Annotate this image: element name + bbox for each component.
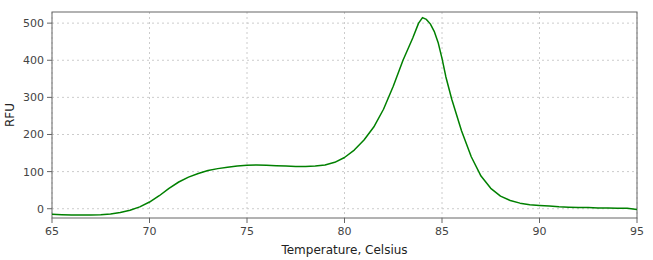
y-grid-line xyxy=(52,97,637,98)
x-tick-label: 70 xyxy=(143,225,157,238)
x-tick xyxy=(149,218,150,223)
x-tick xyxy=(52,218,53,223)
y-tick-label: 100 xyxy=(23,166,44,179)
x-tick xyxy=(442,218,443,223)
y-grid-line xyxy=(52,23,637,24)
y-tick-label: 500 xyxy=(23,17,44,30)
y-grid-line xyxy=(52,134,637,135)
y-tick xyxy=(47,208,52,209)
plot-frame xyxy=(52,12,637,218)
x-tick xyxy=(344,218,345,223)
y-tick-label: 0 xyxy=(37,203,44,216)
x-tick-label: 75 xyxy=(240,225,254,238)
y-tick xyxy=(47,60,52,61)
data-group xyxy=(52,18,637,215)
x-tick-label: 80 xyxy=(338,225,352,238)
y-grid-line xyxy=(52,208,637,209)
y-axis-label: RFU xyxy=(3,103,17,127)
x-grid-line xyxy=(442,12,443,218)
line-series xyxy=(52,18,637,215)
y-grid-line xyxy=(52,171,637,172)
y-tick-label: 400 xyxy=(23,54,44,67)
x-tick-label: 65 xyxy=(45,225,59,238)
x-grid-line xyxy=(539,12,540,218)
y-tick xyxy=(47,23,52,24)
plot-background xyxy=(52,12,637,218)
chart-svg: 65 70 75 80 85 90 95 0 100 200 300 400 500 Temperatur… xyxy=(0,0,653,260)
x-axis-label: Temperature, Celsius xyxy=(280,243,407,257)
y-tick xyxy=(47,97,52,98)
x-tick xyxy=(539,218,540,223)
y-tick xyxy=(47,134,52,135)
x-tick xyxy=(247,218,248,223)
x-tick xyxy=(637,218,638,223)
x-tick-label: 90 xyxy=(533,225,547,238)
chart-container: 65 70 75 80 85 90 95 0 100 200 300 400 500 Temperatur… xyxy=(0,0,653,260)
x-tick-label: 85 xyxy=(435,225,449,238)
x-grid-line xyxy=(247,12,248,218)
x-grid-line xyxy=(344,12,345,218)
y-grid-line xyxy=(52,60,637,61)
y-tick xyxy=(47,171,52,172)
x-tick-label: 95 xyxy=(630,225,644,238)
y-tick-label: 200 xyxy=(23,128,44,141)
axes: 65 70 75 80 85 90 95 0 100 200 300 400 500 xyxy=(23,12,644,238)
x-grid-line xyxy=(149,12,150,218)
y-tick-label: 300 xyxy=(23,91,44,104)
grid xyxy=(52,12,637,218)
